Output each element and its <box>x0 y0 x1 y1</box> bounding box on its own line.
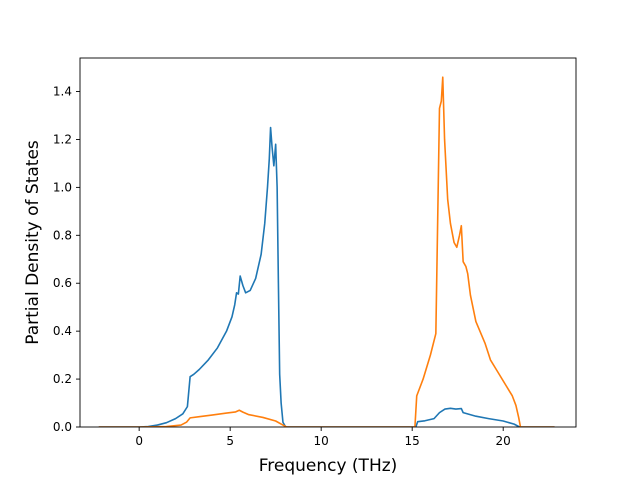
y-axis-label: Partial Density of States <box>23 140 43 345</box>
x-tick-label: 10 <box>314 434 329 448</box>
x-tick-label: 15 <box>405 434 420 448</box>
y-tick-label: 0.4 <box>53 324 72 338</box>
axes-layer <box>76 57 577 431</box>
series-line-2 <box>98 76 555 427</box>
y-tick-label: 0.0 <box>53 420 72 434</box>
y-tick-label: 0.8 <box>53 228 72 242</box>
labels-layer: 0 5 10 15 20 0.0 0.2 0.4 0.6 0.8 1.0 1.2 1.4 Frequenc… <box>23 85 511 476</box>
x-tick-label: 5 <box>226 434 234 448</box>
x-axis-label: Frequency (THz) <box>259 456 398 476</box>
axes-frame <box>79 57 577 428</box>
series-line-1 <box>98 126 555 427</box>
y-tick-label: 1.4 <box>53 85 72 99</box>
series-layer <box>98 76 555 427</box>
x-tick-label: 0 <box>135 434 143 448</box>
y-tick-label: 0.2 <box>53 372 72 386</box>
y-tick-label: 1.0 <box>53 180 72 194</box>
y-tick-label: 0.6 <box>53 276 72 290</box>
x-tick-label: 20 <box>496 434 511 448</box>
plot-area <box>98 76 555 427</box>
y-tick-label: 1.2 <box>53 132 72 146</box>
